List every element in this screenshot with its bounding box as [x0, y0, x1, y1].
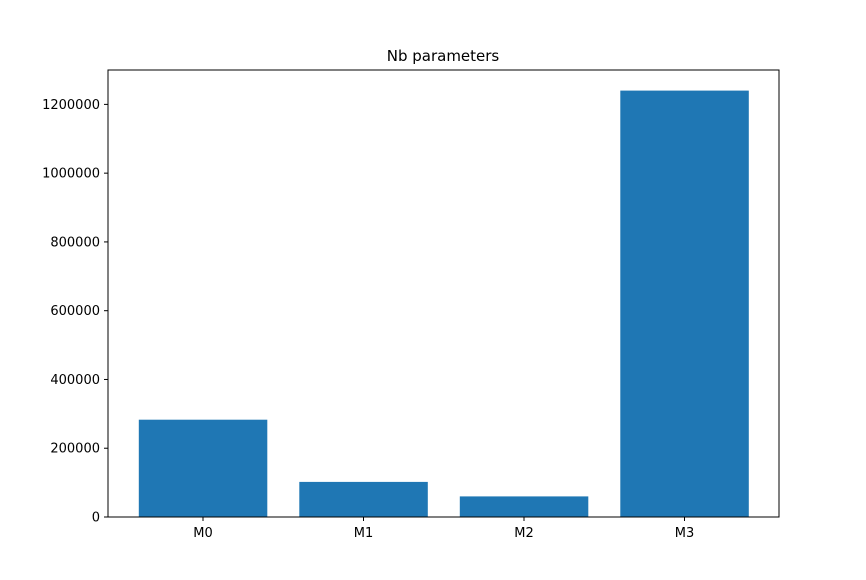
bar-m1: [299, 481, 428, 517]
y-tick-label: 600000: [50, 304, 100, 319]
x-tick-label: M2: [514, 526, 534, 541]
y-axis: 0 200000 400000 600000 800000 1000000 1200000: [42, 98, 108, 526]
plot-frame: [107, 69, 780, 518]
y-tick-label: 1000000: [42, 167, 100, 182]
y-tick-label: 200000: [50, 442, 100, 457]
x-axis: M0 M1 M2 M3: [193, 517, 694, 541]
bar-m2: [459, 496, 589, 517]
y-tick-label: 1200000: [42, 98, 100, 113]
y-tick-label: 400000: [50, 373, 100, 388]
x-tick-label: M0: [193, 526, 213, 541]
y-tick-label: 800000: [50, 235, 100, 250]
x-tick-label: M3: [675, 526, 695, 541]
bar-m0: [138, 419, 268, 517]
bars-layer: [138, 90, 749, 517]
x-tick-label: M1: [354, 526, 374, 541]
chart-title: Nb parameters: [387, 47, 500, 65]
y-tick-label: 0: [92, 511, 100, 526]
bar-m3: [620, 90, 749, 517]
